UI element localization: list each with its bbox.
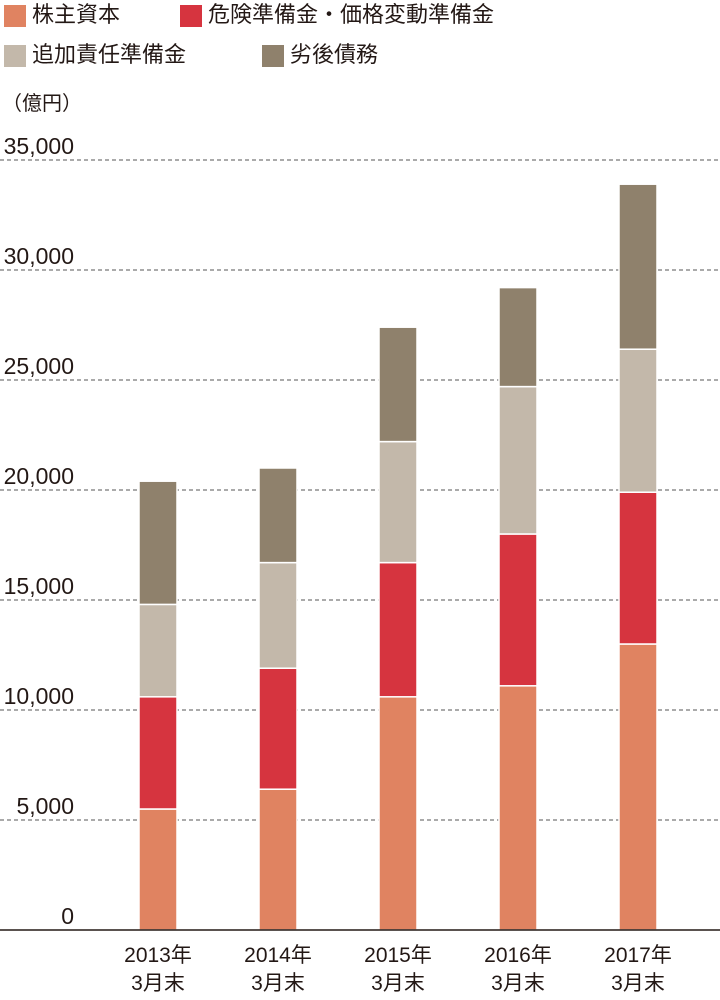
y-tick-label-35000: 35,000 [4, 133, 74, 159]
bar-segment-4-2 [618, 348, 658, 493]
x-category-label-0-1: 3月末 [131, 972, 185, 995]
bar-segment-2-2 [378, 440, 418, 564]
legend-item-additional-policy-reserves: 追加責任準備金 [4, 40, 186, 72]
bar-segment-2-3 [378, 326, 418, 443]
bar-segment-1-1 [258, 667, 298, 790]
x-category-label-1-1: 3月末 [251, 972, 305, 995]
legend-item-risk-reserves: 危険準備金・価格変動準備金 [180, 0, 494, 32]
x-category-label-0-0: 2013年 [124, 944, 192, 967]
bar-segment-1-3 [258, 467, 298, 564]
x-category-label-1-0: 2014年 [244, 944, 312, 967]
y-tick-label-20000: 20,000 [4, 463, 74, 489]
bar-segment-3-2 [498, 385, 538, 535]
legend-label-risk-reserves: 危険準備金・価格変動準備金 [208, 3, 495, 28]
bar-segment-4-1 [618, 491, 658, 645]
x-category-label-3-0: 2016年 [484, 944, 552, 967]
x-category-label-4-1: 3月末 [611, 972, 665, 995]
bar-segment-3-1 [498, 533, 538, 687]
legend-item-shareholders-equity: 株主資本 [4, 0, 120, 32]
bar-segment-0-1 [138, 696, 178, 810]
bar-segment-3-0 [498, 685, 538, 931]
legend-swatch-additional-policy-reserves [4, 45, 26, 67]
y-tick-label-15000: 15,000 [4, 573, 74, 599]
x-category-label-3-1: 3月末 [491, 972, 545, 995]
legend-label-subordinated-debt: 劣後債務 [290, 43, 379, 68]
bar-segment-4-3 [618, 183, 658, 350]
y-tick-label-5000: 5,000 [16, 793, 74, 819]
chart-legend: 株主資本 危険準備金・価格変動準備金 追加責任準備金 劣後債務 [0, 0, 720, 80]
legend-swatch-risk-reserves [180, 5, 202, 27]
y-axis-unit-label: （億円） [2, 91, 82, 115]
bar-segment-3-3 [498, 286, 538, 388]
legend-swatch-shareholders-equity [4, 5, 26, 27]
x-category-label-2-0: 2015年 [364, 944, 432, 967]
bar-segment-0-0 [138, 808, 178, 931]
bar-segment-1-0 [258, 788, 298, 931]
x-category-label-4-0: 2017年 [604, 944, 672, 967]
legend-swatch-subordinated-debt [262, 45, 284, 67]
y-tick-label-10000: 10,000 [4, 683, 74, 709]
bar-segment-0-2 [138, 603, 178, 698]
bar-segment-1-2 [258, 561, 298, 669]
bar-segment-2-0 [378, 696, 418, 931]
y-tick-label-0: 0 [61, 903, 74, 929]
x-category-label-2-1: 3月末 [371, 972, 425, 995]
y-tick-label-25000: 25,000 [4, 353, 74, 379]
legend-item-subordinated-debt: 劣後債務 [262, 40, 378, 72]
legend-label-shareholders-equity: 株主資本 [32, 3, 121, 28]
bar-segment-2-1 [378, 561, 418, 698]
bar-segment-4-0 [618, 643, 658, 931]
y-tick-label-30000: 30,000 [4, 243, 74, 269]
legend-label-additional-policy-reserves: 追加責任準備金 [32, 43, 187, 68]
bar-segment-0-3 [138, 480, 178, 606]
